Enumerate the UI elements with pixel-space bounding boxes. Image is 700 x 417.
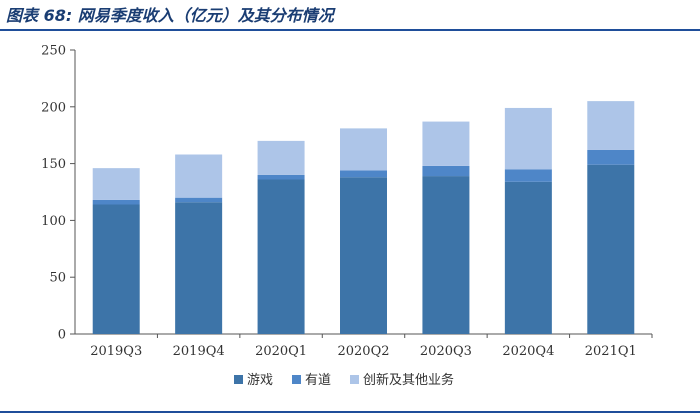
legend-label: 游戏 [247, 373, 273, 388]
bar-segment [504, 181, 552, 334]
bar-segment [587, 164, 635, 334]
legend-label: 有道 [305, 373, 331, 388]
y-tick-label: 0 [58, 328, 66, 343]
legend-label: 创新及其他业务 [363, 372, 454, 388]
bar-segment [340, 128, 387, 171]
y-tick-label: 100 [41, 214, 66, 229]
bar-segment [92, 204, 140, 334]
title-rule [0, 29, 700, 31]
x-tick-label: 2020Q3 [420, 344, 472, 359]
bar-segment [257, 140, 305, 175]
bar-segment [587, 149, 635, 165]
bar-segment [92, 168, 140, 200]
bar-segment [257, 174, 305, 180]
bar-segment [175, 202, 223, 334]
bar-segment [422, 165, 470, 177]
bar-segment [175, 197, 223, 203]
bar-segment [92, 199, 140, 205]
x-tick-label: 2020Q4 [502, 344, 554, 359]
bar-segment [504, 169, 552, 182]
x-tick-label: 2020Q1 [255, 344, 307, 359]
bar-segment [340, 170, 387, 178]
bar-segment [422, 176, 470, 334]
y-tick-label: 250 [41, 44, 66, 59]
bottom-rule [0, 411, 700, 413]
y-tick-label: 200 [41, 100, 66, 115]
y-tick-label: 150 [41, 157, 66, 172]
legend: 游戏 有道 创新及其他业务 [234, 372, 454, 388]
bars [92, 101, 635, 334]
y-tick-label: 50 [49, 271, 66, 286]
x-tick-label: 2021Q1 [585, 344, 637, 359]
bar-segment [257, 179, 305, 334]
bar-segment [504, 107, 552, 170]
chart-title: 图表 68: 网易季度收入（亿元）及其分布情况 [6, 6, 334, 25]
legend-swatch [234, 375, 243, 384]
bar-segment [175, 154, 223, 198]
legend-swatch [292, 375, 301, 384]
x-tick-label: 2019Q4 [173, 344, 225, 359]
bar-segment [340, 177, 387, 334]
legend-swatch [350, 375, 359, 384]
axes: 0 50 100 150 200 250 2019Q3 2019Q4 2020Q1 2020Q2 2… [41, 44, 653, 359]
x-tick-label: 2019Q3 [90, 344, 142, 359]
bar-segment [587, 101, 635, 150]
bar-segment [422, 121, 470, 166]
x-tick-label: 2020Q2 [337, 344, 389, 359]
